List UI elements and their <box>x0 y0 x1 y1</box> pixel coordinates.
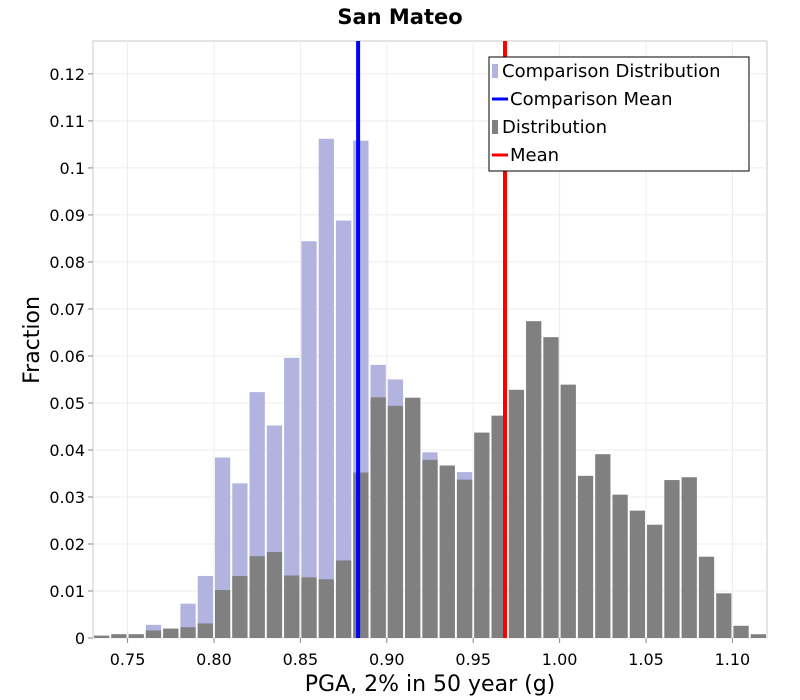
y-tick-label: 0.05 <box>49 394 85 413</box>
distribution-bar <box>456 479 473 638</box>
y-tick-label: 0.02 <box>49 535 85 554</box>
x-tick-label: 0.75 <box>110 650 146 669</box>
x-tick-label: 0.95 <box>455 650 491 669</box>
y-tick-label: 0.12 <box>49 65 85 84</box>
y-axis-label: Fraction <box>20 296 45 384</box>
x-tick-label: 1.05 <box>628 650 664 669</box>
comparison-bar <box>318 138 334 639</box>
x-axis-ticks: 0.75 0.80 0.85 0.90 0.95 1.00 1.05 1.10 <box>110 638 750 669</box>
distribution-bar <box>595 454 611 638</box>
distribution-bar <box>526 321 542 638</box>
y-tick-label: 0.07 <box>49 300 85 319</box>
y-tick-label: 0.01 <box>49 582 85 601</box>
distribution-bar <box>474 432 490 638</box>
distribution-bar <box>508 389 525 638</box>
distribution-bar <box>145 630 162 638</box>
distribution-bar <box>405 397 421 638</box>
distribution-bar <box>577 475 594 638</box>
distribution-bar <box>733 625 749 638</box>
x-axis-label: PGA, 2% in 50 year (g) <box>305 672 556 697</box>
distribution-bar <box>163 628 179 638</box>
distribution-bar <box>491 415 507 638</box>
distribution-bar <box>301 577 317 638</box>
distribution-bar <box>716 593 732 638</box>
comparison-bar <box>284 357 300 638</box>
distribution-bar <box>180 627 196 638</box>
distribution-bar <box>560 384 576 638</box>
chart-title: San Mateo <box>337 5 462 29</box>
y-tick-label: 0.11 <box>49 112 85 131</box>
y-tick-label: 0 <box>75 629 85 648</box>
distribution-bar <box>335 560 352 638</box>
distribution-bar <box>353 472 369 638</box>
distribution-bar <box>422 459 438 638</box>
distribution-bar <box>197 623 213 638</box>
comparison-bar <box>301 241 317 638</box>
distribution-bar <box>629 510 646 638</box>
x-tick-label: 1.10 <box>715 650 751 669</box>
distribution-bar <box>750 634 766 638</box>
x-tick-label: 0.90 <box>369 650 405 669</box>
x-tick-label: 1.00 <box>542 650 578 669</box>
y-tick-label: 0.03 <box>49 488 85 507</box>
legend-box <box>488 56 750 172</box>
comparison-bar <box>335 220 352 639</box>
distribution-bar <box>266 551 283 638</box>
legend-label: Comparison Mean <box>510 89 673 110</box>
distribution-bar <box>543 337 559 638</box>
distribution-bar <box>439 465 455 638</box>
y-axis-ticks: 0 0.01 0.02 0.03 0.04 0.05 0.06 0.07 0.08 0.09 0.1… <box>49 65 93 648</box>
distribution-bar <box>214 590 231 638</box>
y-tick-label: 0.1 <box>60 159 85 178</box>
legend-swatch <box>492 120 498 134</box>
y-tick-label: 0.04 <box>49 441 85 460</box>
distribution-bar <box>612 494 628 638</box>
legend-swatch <box>492 64 498 78</box>
distribution-bar <box>128 634 144 638</box>
distribution-bar <box>249 556 265 638</box>
y-tick-label: 0.06 <box>49 347 85 366</box>
distribution-bar <box>664 480 680 638</box>
legend-label: Distribution <box>502 117 607 138</box>
distribution-bar <box>318 579 334 638</box>
legend-label: Comparison Distribution <box>502 61 721 82</box>
distribution-bar <box>387 405 404 638</box>
distribution-bar <box>698 556 715 638</box>
distribution-bar <box>111 634 127 638</box>
distribution-bar <box>94 635 110 638</box>
x-tick-label: 0.80 <box>196 650 232 669</box>
y-tick-label: 0.09 <box>49 206 85 225</box>
distribution-bar <box>232 575 248 638</box>
distribution-bar <box>370 397 386 638</box>
legend-label: Mean <box>510 145 559 166</box>
distribution-bars <box>94 321 766 638</box>
y-tick-label: 0.08 <box>49 253 85 272</box>
comparison-bar <box>197 575 213 638</box>
legend: Comparison Distribution Comparison Mean Di… <box>488 56 750 172</box>
distribution-bar <box>647 524 663 638</box>
distribution-bar <box>284 575 300 638</box>
distribution-bar <box>681 477 697 638</box>
x-tick-label: 0.85 <box>283 650 319 669</box>
